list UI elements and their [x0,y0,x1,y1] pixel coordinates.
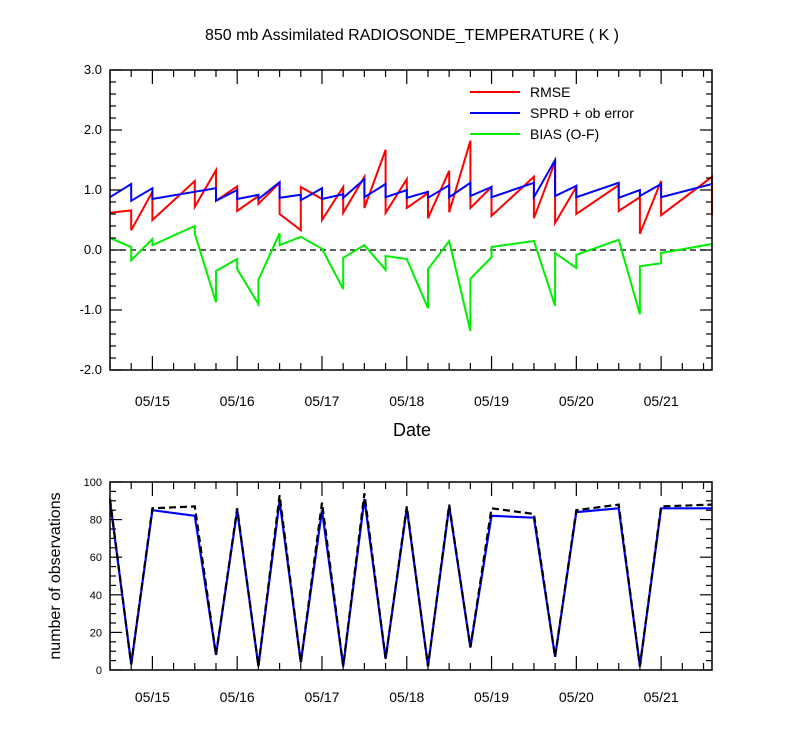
x-tick-label: 05/17 [304,689,339,705]
chart-title: 850 mb Assimilated RADIOSONDE_TEMPERATUR… [205,27,619,44]
legend-label: BIAS (O-F) [530,126,599,142]
y-tick-label: 0 [96,665,102,677]
legend-label: RMSE [530,84,570,100]
x-tick-label: 05/16 [220,393,255,409]
series-line-rmse [109,140,713,235]
y-axis-label: number of observations [47,492,64,659]
x-tick-label: 05/21 [644,393,679,409]
x-tick-label: 05/19 [474,393,509,409]
x-tick-label: 05/21 [644,689,679,705]
x-tick-label: 05/16 [220,689,255,705]
x-tick-label: 05/15 [135,393,170,409]
x-tick-label: 05/17 [304,393,339,409]
series-line-bias-o-f [109,224,713,332]
x-tick-label: 05/20 [559,393,594,409]
series-line-sprd-ob-error [109,156,713,203]
top-plot-area: 05/15 05/16 05/17 05/18 05/19 05/20 05/21 -2.0 -… [80,62,713,409]
observation-count-chart: 05/15 05/16 05/17 05/18 05/19 05/20 05/21 0 20 40… [47,477,713,705]
x-tick-label: 05/18 [389,689,424,705]
y-tick-label: -1.0 [80,302,102,317]
bottom-plot-area: 05/15 05/16 05/17 05/18 05/19 05/20 05/21 0 20 40… [84,477,713,705]
plot-frame [109,69,713,371]
series-line-dashed [108,493,713,667]
x-axis-label: Date [393,420,431,440]
legend-label: SPRD + ob error [530,105,634,121]
temperature-stats-chart: 850 mb Assimilated RADIOSONDE_TEMPERATUR… [80,27,713,440]
x-tick-label: 05/18 [389,393,424,409]
x-tick-label: 05/15 [135,689,170,705]
y-tick-label: 40 [90,590,102,602]
y-tick-label: 3.0 [84,62,102,77]
y-tick-label: 100 [84,477,102,489]
y-tick-label: 20 [90,627,102,639]
x-tick-label: 05/19 [474,689,509,705]
y-tick-label: -2.0 [80,362,102,377]
y-tick-label: 0.0 [84,242,102,257]
y-tick-label: 80 [90,515,102,527]
plot-frame [109,481,713,671]
x-tick-label: 05/20 [559,689,594,705]
y-tick-label: 2.0 [84,122,102,137]
legend: RMSE SPRD + ob error BIAS (O-F) [470,84,634,142]
y-tick-label: 1.0 [84,182,102,197]
y-tick-label: 60 [90,552,102,564]
